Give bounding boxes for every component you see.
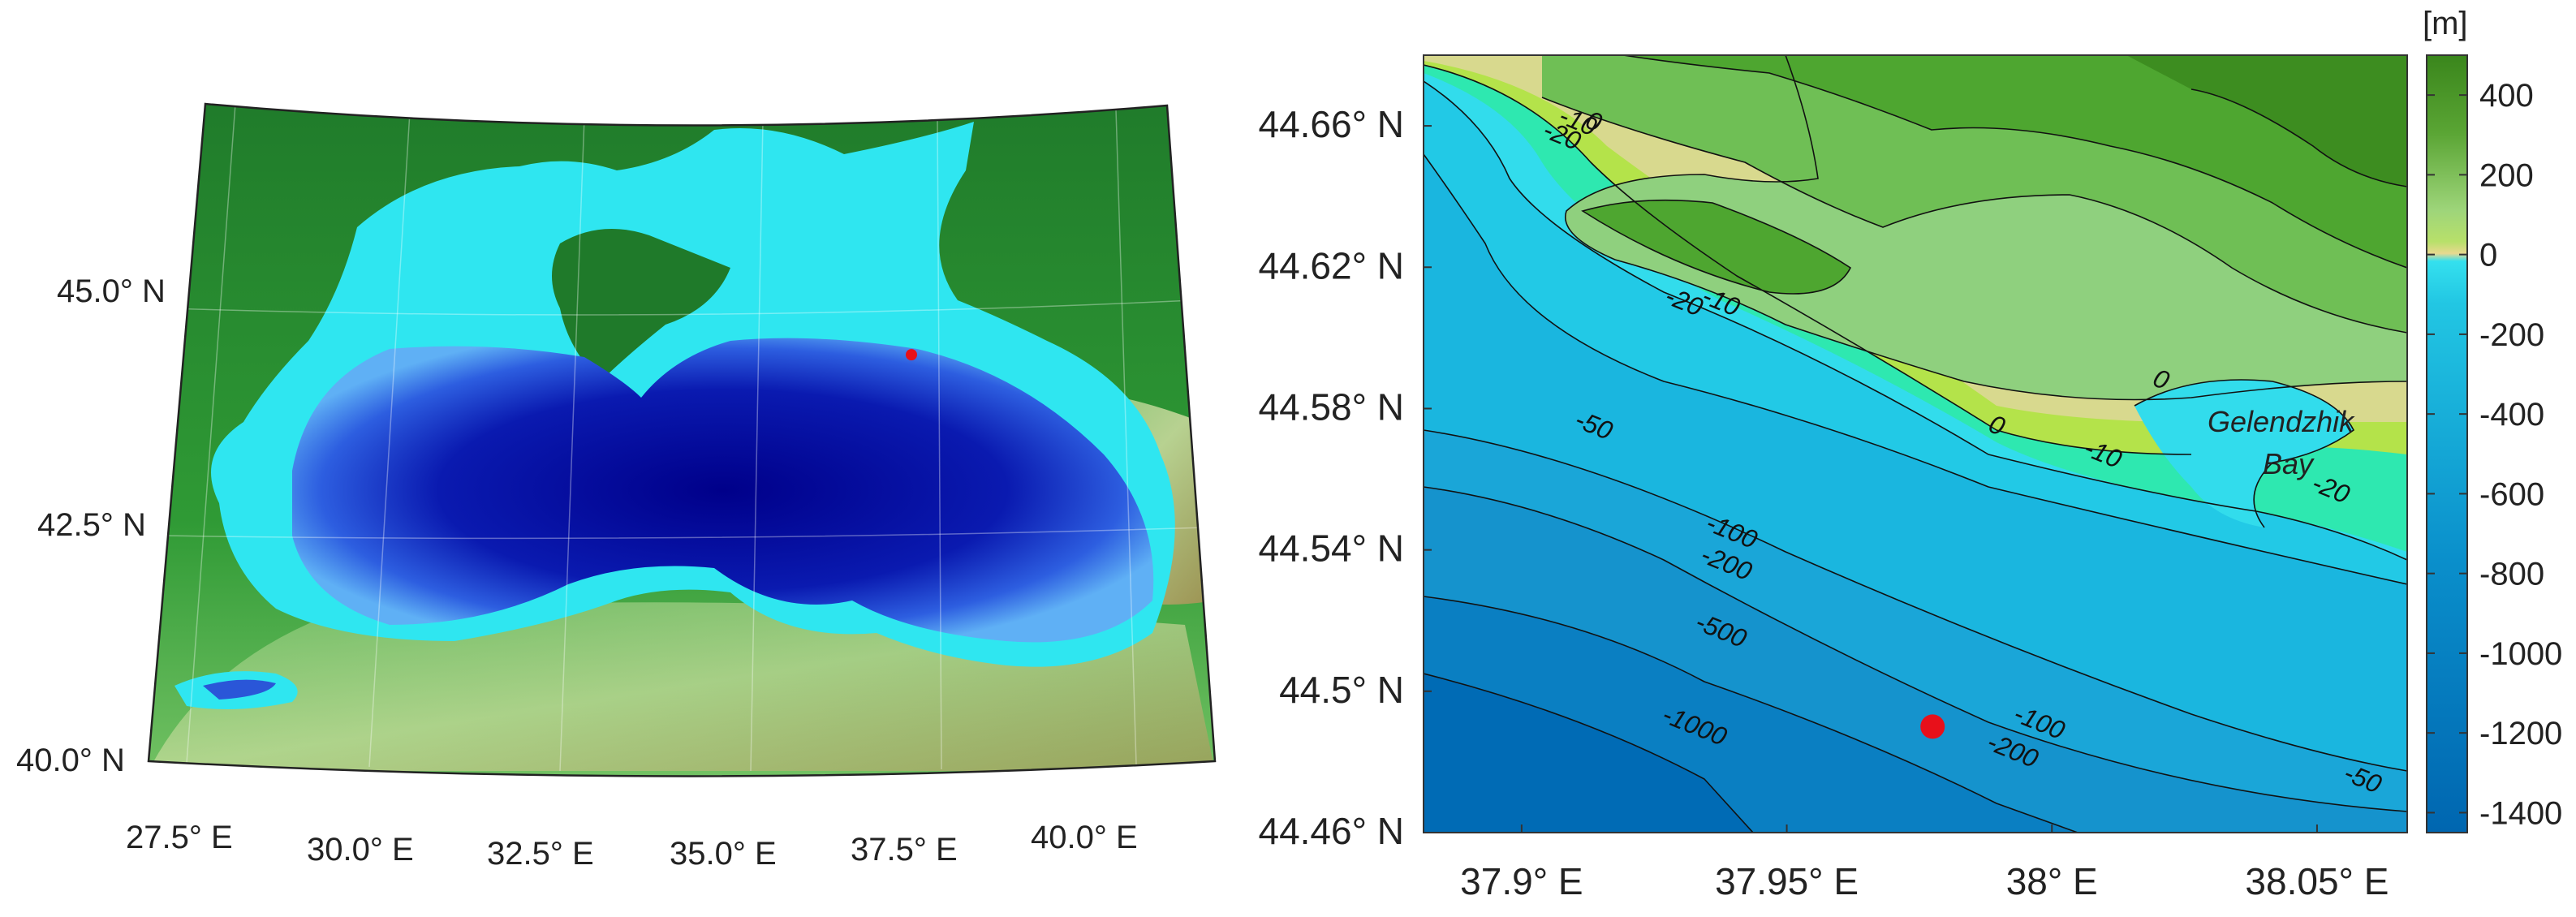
colorbar-tick-label: -1200 xyxy=(2479,716,2562,751)
colorbar-tick-label: -200 xyxy=(2479,317,2544,353)
colorbar-tick-label: -400 xyxy=(2479,397,2544,433)
left-lon-label: 40.0° E xyxy=(1031,820,1138,855)
left-lat-label: 45.0° N xyxy=(57,273,166,309)
colorbar-tick-label: 200 xyxy=(2479,157,2534,193)
right-lon-label: 37.9° E xyxy=(1460,860,1583,902)
colorbar-tick-label: 0 xyxy=(2479,238,2497,273)
colorbar-ticks: 400 200 0 -200 -400 -600 -800 -1000 -1200 -1400 xyxy=(2427,78,2562,831)
right-map-marker xyxy=(1920,714,1945,739)
right-map-frame xyxy=(1423,54,2408,833)
colorbar-tick-label: 400 xyxy=(2479,78,2534,114)
colorbar: [m] 400 200 0 -200 -400 -600 -800 -1000 -1200 -14… xyxy=(2423,6,2562,833)
left-lat-label: 40.0° N xyxy=(16,743,125,778)
left-lon-label: 35.0° E xyxy=(670,836,777,872)
right-lon-label: 38° E xyxy=(2006,860,2098,902)
place-label-bay: Bay xyxy=(2263,447,2315,480)
crimea xyxy=(552,229,730,381)
right-map: -20-100-20-1000-10-20-50-100-200-500-100… xyxy=(1258,54,2408,902)
right-lon-label: 37.95° E xyxy=(1715,860,1859,902)
right-lat-label: 44.62° N xyxy=(1258,244,1404,286)
place-label-gelendzhik: Gelendzhik xyxy=(2208,405,2355,438)
right-lat-label: 44.54° N xyxy=(1258,527,1404,570)
colorbar-scale xyxy=(2426,54,2468,833)
gelendzhik-bay-water xyxy=(2134,380,2354,527)
right-lon-label: 38.05° E xyxy=(2245,860,2389,902)
right-map-lon-labels: 37.9° E 37.95° E 38° E 38.05° E xyxy=(1460,824,2389,902)
left-lon-label: 30.0° E xyxy=(307,832,414,867)
right-map-contours xyxy=(1424,55,2407,833)
colorbar-unit: [m] xyxy=(2423,6,2468,41)
left-map-lat-labels: 45.0° N 42.5° N 40.0° N xyxy=(16,273,166,778)
black-sea-deep-basin xyxy=(292,338,1154,643)
colorbar-tick-label: -1400 xyxy=(2479,795,2562,831)
left-map-frame xyxy=(147,102,1217,777)
right-lat-label: 44.66° N xyxy=(1258,103,1404,145)
left-map-marker xyxy=(905,349,917,361)
land-peak xyxy=(2126,55,2407,187)
land-high xyxy=(1623,55,2407,268)
right-map-lat-labels: 44.66° N 44.62° N 44.58° N 44.54° N 44.5° N 4… xyxy=(1258,103,1432,852)
right-lat-label: 44.58° N xyxy=(1258,385,1404,428)
right-lat-label: 44.46° N xyxy=(1258,810,1404,852)
left-lon-label: 37.5° E xyxy=(851,832,958,867)
left-map-graticule xyxy=(158,104,1206,772)
right-lat-label: 44.5° N xyxy=(1279,669,1404,711)
left-lat-label: 42.5° N xyxy=(37,507,146,543)
left-lon-label: 27.5° E xyxy=(126,820,233,855)
left-map-lon-labels: 27.5° E 30.0° E 32.5° E 35.0° E 37.5° E … xyxy=(126,820,1138,872)
colorbar-tick-label: -1000 xyxy=(2479,636,2562,672)
left-lon-label: 32.5° E xyxy=(487,836,594,872)
left-map: 45.0° N 42.5° N 40.0° N 27.5° E 30.0° E … xyxy=(16,102,1217,872)
colorbar-tick-label: -600 xyxy=(2479,476,2544,512)
colorbar-tick-label: -800 xyxy=(2479,557,2544,592)
